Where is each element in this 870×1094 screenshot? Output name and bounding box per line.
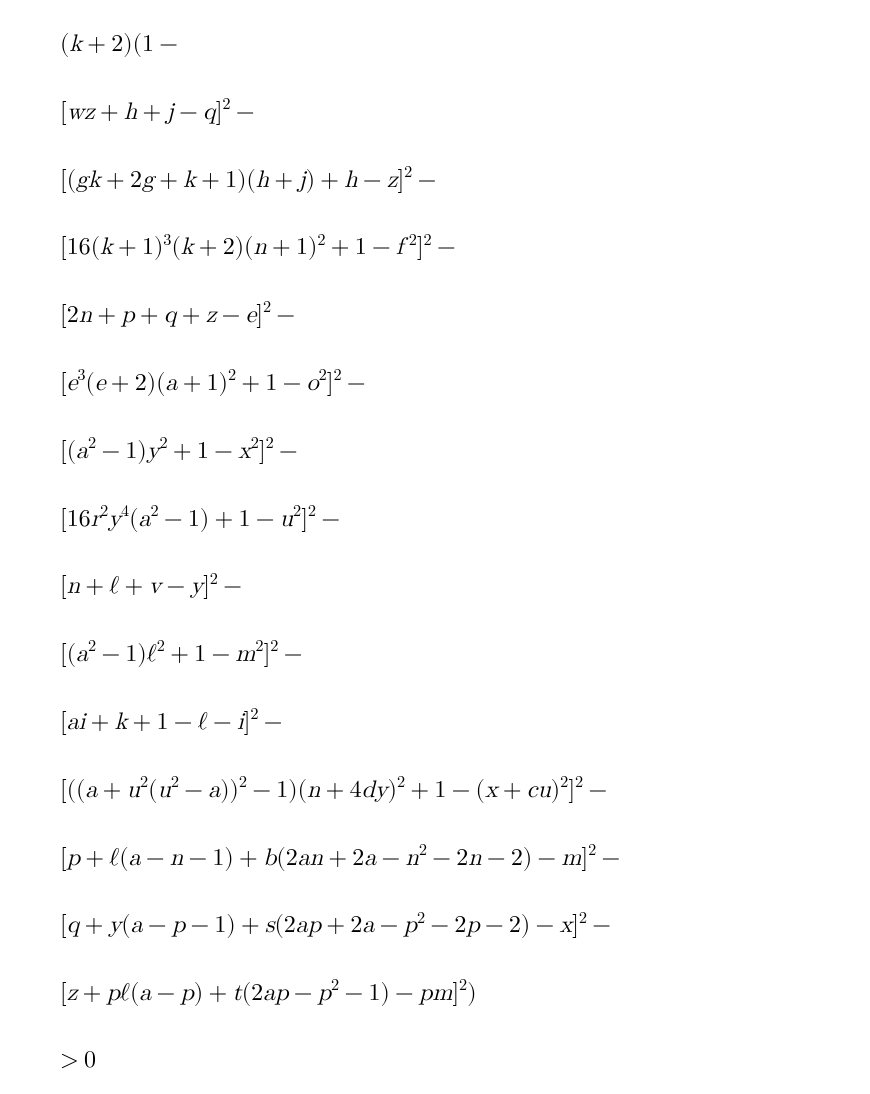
equation-line: [(a2−1)ℓ2+1−m2]2− xyxy=(60,639,830,669)
equation-line: [16r2y4(a2−1)+1−u2]2− xyxy=(60,504,830,534)
equation-line: [(a2−1)y2+1−x2]2− xyxy=(60,436,830,466)
equation-line: [q+y(a−p−1)+s(2ap+2a−p2−2p−2)−x]2− xyxy=(60,910,830,940)
equation-line: [16(k+1)3(k+2)(n+1)2+1−f 2]2− xyxy=(60,232,830,262)
equation-line: [z+pℓ(a−p)+t(2ap−p2−1)−pm]2) xyxy=(60,978,830,1008)
equation-line: [e3(e+2)(a+1)2+1−o2]2− xyxy=(60,368,830,398)
equation-line: [2n+p+q+z−e]2− xyxy=(60,300,830,330)
equation-block: (k+2)(1− [wz+h+j−q]2− [(gk+2g+k+1)(h+j)+… xyxy=(60,30,830,1075)
equation-line: [(gk+2g+k+1)(h+j)+h−z]2− xyxy=(60,165,830,195)
equation-line: >0 xyxy=(60,1046,830,1075)
equation-line: [n+ℓ+v−y]2− xyxy=(60,571,830,601)
equation-line: [ai+k+1−ℓ−i]2− xyxy=(60,707,830,737)
equation-line: (k+2)(1− xyxy=(60,30,830,59)
equation-line: [((a+u2(u2−a))2−1)(n+4dy)2+1−(x+cu)2]2− xyxy=(60,775,830,805)
equation-line: [p+ℓ(a−n−1)+b(2an+2a−n2−2n−2)−m]2− xyxy=(60,843,830,873)
equation-line: [wz+h+j−q]2− xyxy=(60,97,830,127)
